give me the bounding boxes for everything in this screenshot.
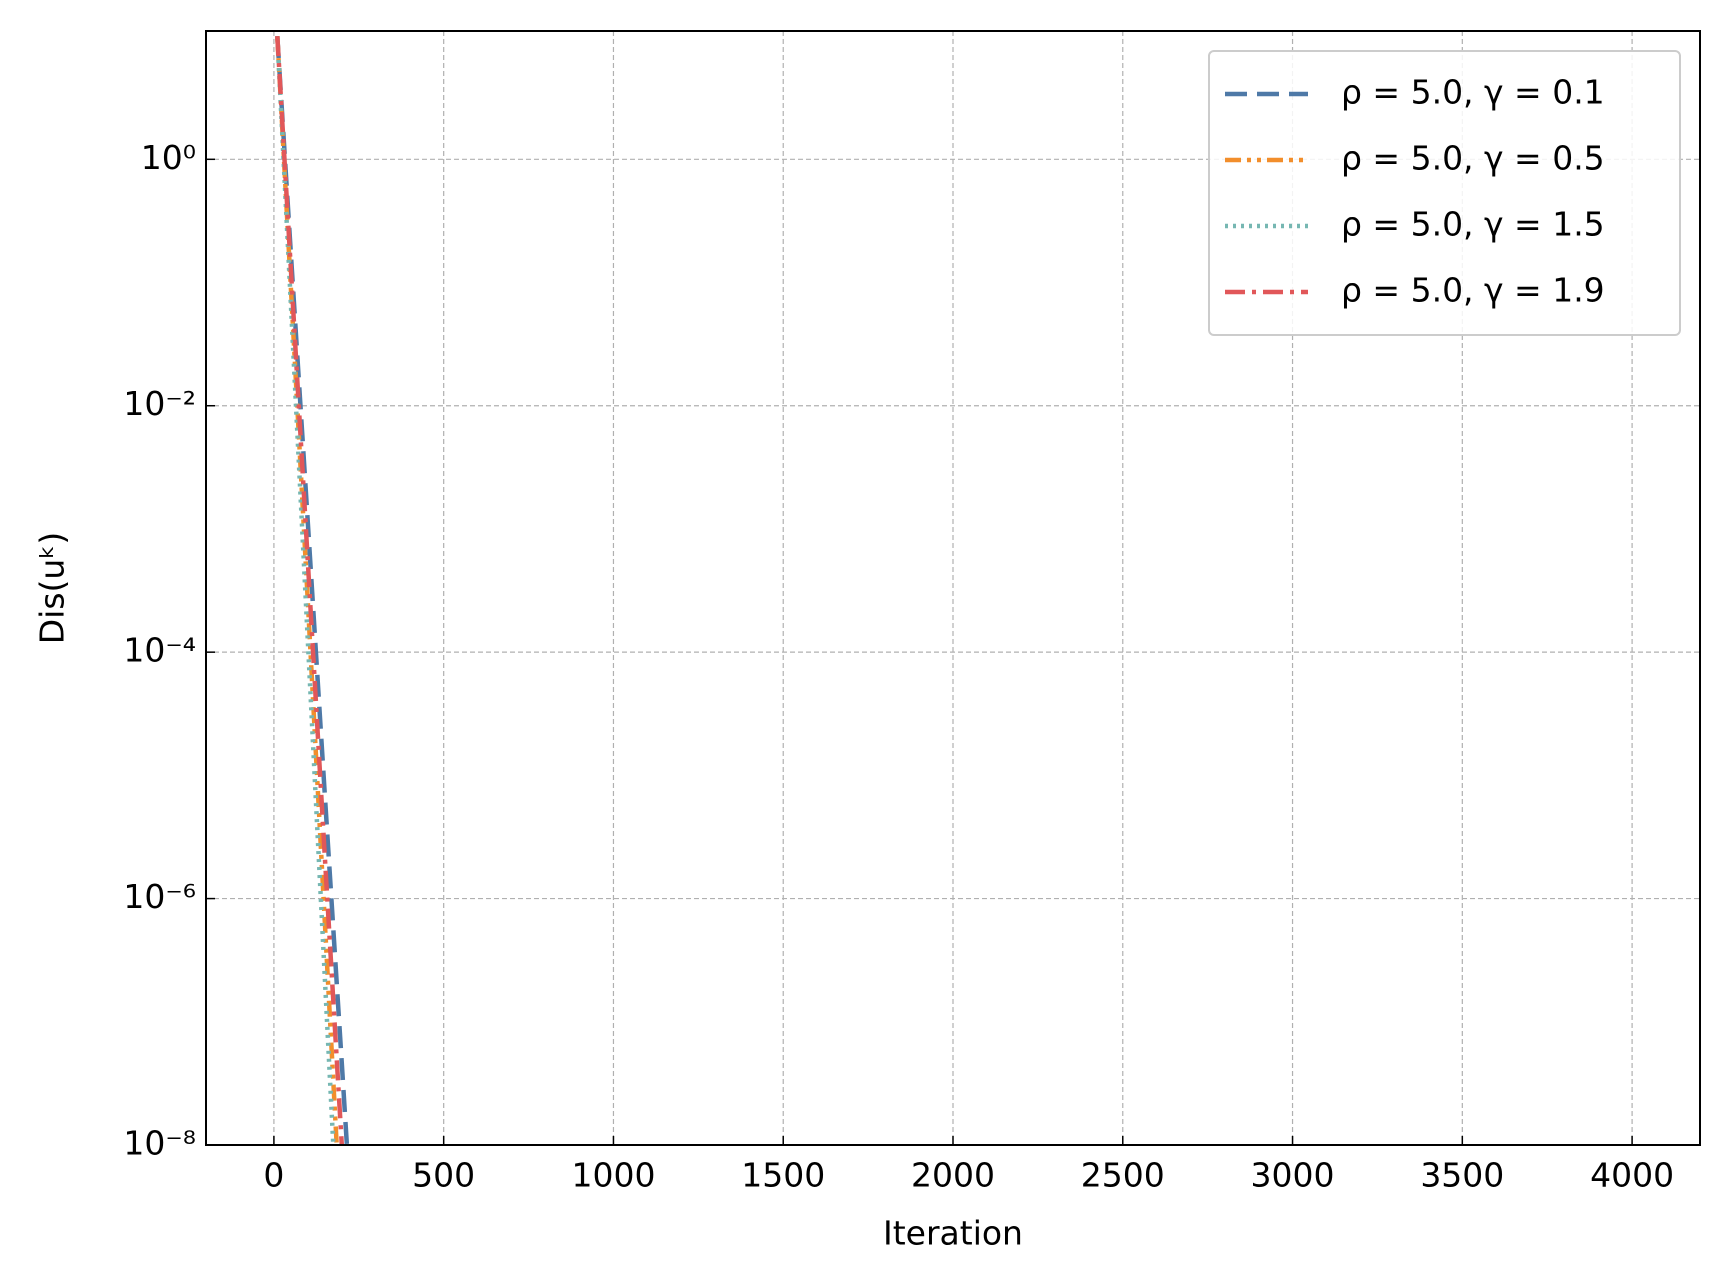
plot-lines [275,35,350,1145]
x-tick-label: 1500 [741,1156,825,1195]
legend-box [1208,50,1681,336]
x-tick-label: 4000 [1590,1156,1674,1195]
x-tick-label: 0 [263,1156,284,1195]
plot-frame [205,30,1701,1146]
y-tick-label: 10⁻⁶ [123,877,196,916]
x-tick-label: 1000 [571,1156,655,1195]
y-axis-label: Dis(uᵏ) [33,532,72,645]
legend-label: ρ = 5.0, γ = 1.5 [1341,205,1605,244]
x-tick-label: 3000 [1251,1156,1335,1195]
x-tick-label: 500 [412,1156,475,1195]
x-tick-label: 2500 [1081,1156,1165,1195]
x-tick-label: 2000 [911,1156,995,1195]
x-axis-label: Iteration [883,1214,1023,1253]
legend-label: ρ = 5.0, γ = 0.1 [1341,73,1605,112]
data-line [275,35,350,1145]
data-line [275,35,345,1145]
x-tick-label: 3500 [1420,1156,1504,1195]
y-tick-label: 10⁰ [141,138,196,177]
legend-label: ρ = 5.0, γ = 1.9 [1341,271,1605,310]
y-tick-label: 10⁻⁴ [123,631,196,670]
y-tick-label: 10⁻² [123,384,196,423]
y-tick-label: 10⁻⁸ [123,1124,196,1163]
legend-label: ρ = 5.0, γ = 0.5 [1341,139,1605,178]
